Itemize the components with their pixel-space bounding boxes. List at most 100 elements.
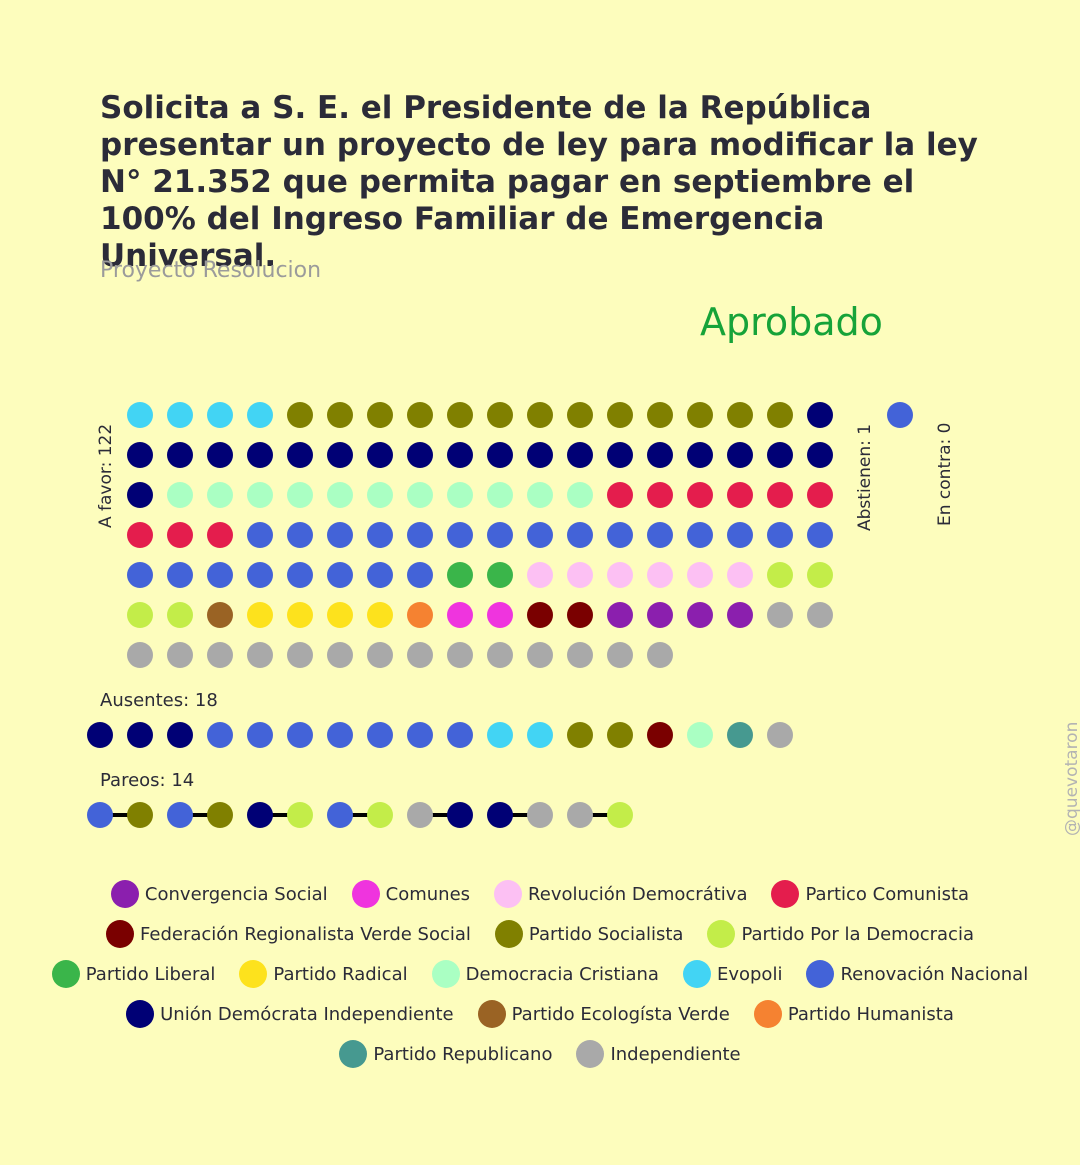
favor-dot (607, 522, 633, 548)
favor-dot (647, 482, 673, 508)
pareo-dot (127, 802, 153, 828)
legend-swatch (477, 1000, 506, 1028)
favor-dot (487, 442, 513, 468)
favor-dot (207, 402, 233, 428)
favor-dot (127, 402, 153, 428)
favor-dot (647, 562, 673, 588)
pareo-dot (207, 802, 233, 828)
favor-dot (447, 482, 473, 508)
legend-row: Convergencia Social Comunes Revolución Dem… (0, 874, 1080, 914)
favor-dot (807, 482, 833, 508)
legend-item: Democracia Cristiana (431, 960, 659, 988)
legend-swatch (106, 920, 134, 948)
favor-dot (807, 602, 833, 628)
legend-swatch (239, 960, 268, 988)
favor-dot (287, 482, 313, 508)
favor-dot (367, 562, 393, 588)
favor-dot (607, 602, 633, 628)
favor-dot (447, 522, 473, 548)
favor-dot (167, 482, 193, 508)
favor-dot (567, 562, 593, 588)
ausente-dot (487, 722, 513, 748)
favor-dot (647, 642, 673, 668)
favor-dot (287, 642, 313, 668)
legend-item: Evopoli (682, 960, 782, 988)
favor-dot (447, 602, 473, 628)
favor-dot (207, 522, 233, 548)
legend-item: Partico Comunista (771, 880, 969, 908)
favor-dot (487, 602, 513, 628)
favor-dot (487, 562, 513, 588)
ausente-dot (247, 722, 273, 748)
favor-dot (647, 522, 673, 548)
legend-item: Partido Liberal (51, 960, 215, 988)
legend-item: Partido Humanista (753, 1000, 954, 1028)
favor-dot (527, 642, 553, 668)
legend-label: Partido Por la Democracia (741, 923, 974, 945)
ausente-dot (527, 722, 553, 748)
favor-dot (207, 562, 233, 588)
legend: Convergencia Social Comunes Revolución Dem… (0, 874, 1080, 1074)
pareo-dot (167, 802, 193, 828)
favor-dot (367, 602, 393, 628)
favor-dot (767, 442, 793, 468)
ausente-dot (327, 722, 353, 748)
legend-label: Convergencia Social (144, 883, 328, 905)
chart-title: Solicita a S. E. el Presidente de la Rep… (100, 90, 978, 274)
legend-swatch (707, 920, 736, 948)
favor-dot (327, 442, 353, 468)
favor-dot (687, 402, 713, 428)
ausente-dot (727, 722, 753, 748)
favor-dot (447, 442, 473, 468)
legend-label: Comunes (385, 883, 471, 905)
favor-dot (807, 562, 833, 588)
favor-dot (727, 482, 753, 508)
favor-dot (807, 402, 833, 428)
favor-dot (327, 602, 353, 628)
favor-dot (367, 402, 393, 428)
legend-label: Partico Comunista (805, 883, 970, 905)
favor-dot (287, 562, 313, 588)
legend-swatch (753, 1000, 782, 1028)
favor-dot (447, 642, 473, 668)
chart-subtitle: Proyecto Resolucion (100, 258, 322, 283)
legend-label: Partido Republicano (373, 1043, 553, 1065)
favor-dot (807, 522, 833, 548)
favor-dot (487, 522, 513, 548)
legend-swatch (126, 1000, 155, 1028)
pareo-dot (567, 802, 593, 828)
legend-row: Partido Liberal Partido Radical Democracia… (0, 954, 1080, 994)
favor-dot (767, 602, 793, 628)
pareo-dot (527, 802, 553, 828)
vote-dot-chart (87, 402, 913, 828)
legend-label: Partido Ecologísta Verde (511, 1003, 730, 1025)
favor-dot (247, 522, 273, 548)
result-label: Aprobado (700, 300, 883, 344)
legend-row: Unión Demócrata Independiente Partido Eco… (0, 994, 1080, 1034)
favor-dot (447, 562, 473, 588)
legend-item: Convergencia Social (110, 880, 328, 908)
legend-item: Revolución Democrátiva (494, 880, 747, 908)
favor-dot (527, 402, 553, 428)
legend-label: Independiente (610, 1043, 741, 1065)
legend-swatch (51, 960, 80, 988)
ausente-dot (687, 722, 713, 748)
favor-dot (527, 522, 553, 548)
pareo-dot (287, 802, 313, 828)
favor-dot (607, 482, 633, 508)
favor-dot (727, 522, 753, 548)
pareo-dot (487, 802, 513, 828)
legend-swatch (110, 880, 139, 908)
favor-dot (527, 442, 553, 468)
favor-dot (607, 562, 633, 588)
legend-label: Unión Demócrata Independiente (160, 1003, 454, 1025)
favor-dot (167, 642, 193, 668)
legend-label: Federación Regionalista Verde Social (140, 923, 471, 945)
favor-dot (287, 402, 313, 428)
favor-dot (607, 402, 633, 428)
favor-dot (327, 522, 353, 548)
legend-label: Revolución Democrátiva (528, 883, 748, 905)
legend-item: Comunes (351, 880, 471, 908)
favor-dot (407, 642, 433, 668)
abstiene-dot (887, 402, 913, 428)
